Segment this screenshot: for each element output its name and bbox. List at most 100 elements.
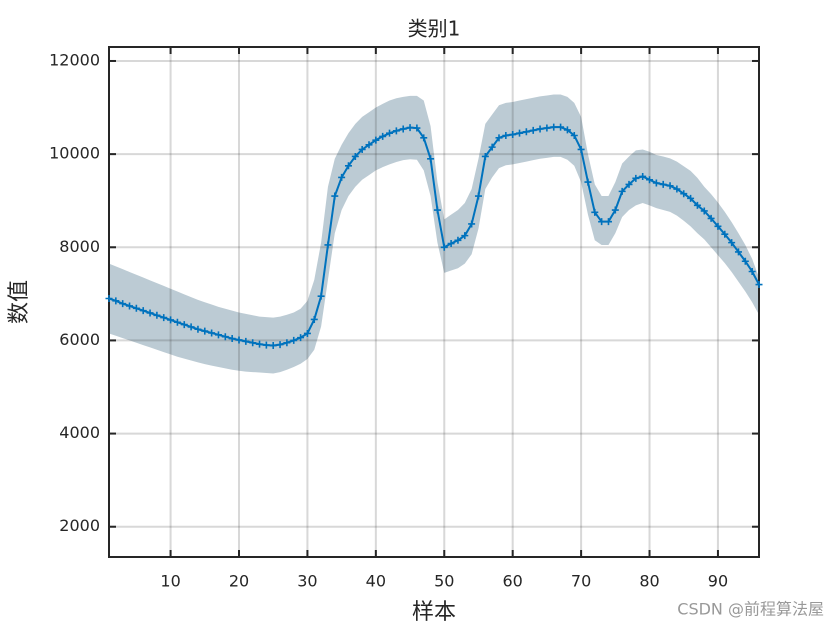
data-marker (221, 333, 229, 341)
data-marker (269, 342, 277, 350)
data-marker (741, 257, 749, 265)
data-marker (420, 134, 428, 142)
confidence-band (109, 94, 759, 374)
data-marker (454, 236, 462, 244)
data-marker (338, 173, 346, 181)
data-marker (413, 124, 421, 132)
y-axis-label: 数值 (7, 280, 32, 324)
x-tick-label: 70 (571, 572, 591, 591)
data-marker (105, 295, 113, 303)
data-marker (433, 206, 441, 214)
data-marker (502, 131, 510, 139)
data-marker (748, 267, 756, 275)
data-marker (262, 341, 270, 349)
data-marker (570, 131, 578, 139)
data-marker (139, 307, 147, 315)
data-marker (344, 162, 352, 170)
data-marker (680, 190, 688, 198)
data-marker (522, 128, 530, 136)
data-marker (194, 325, 202, 333)
data-marker (447, 240, 455, 248)
data-marker (180, 321, 188, 329)
data-marker (728, 239, 736, 247)
data-marker (474, 192, 482, 200)
data-marker (249, 339, 257, 347)
plot-frame (108, 46, 760, 558)
data-marker (652, 179, 660, 187)
data-marker (481, 152, 489, 160)
y-tick-label: 12000 (49, 50, 100, 69)
data-marker (392, 127, 400, 135)
data-marker (693, 201, 701, 209)
data-marker (461, 232, 469, 240)
y-tick-label: 2000 (59, 516, 100, 535)
data-marker (687, 194, 695, 202)
y-tick-label: 4000 (59, 423, 100, 442)
data-marker (509, 131, 517, 139)
data-marker (201, 327, 209, 335)
data-marker (235, 336, 243, 344)
data-marker (303, 329, 311, 337)
data-marker (604, 218, 612, 226)
x-tick-label: 50 (434, 572, 454, 591)
data-marker (283, 339, 291, 347)
data-marker (543, 124, 551, 132)
data-marker (673, 185, 681, 193)
data-marker (714, 222, 722, 230)
data-marker (167, 316, 175, 324)
data-marker (700, 207, 708, 215)
data-marker (659, 180, 667, 188)
data-marker (146, 309, 154, 317)
data-marker (351, 152, 359, 160)
data-marker (618, 187, 626, 195)
data-marker (365, 141, 373, 149)
data-marker (208, 329, 216, 337)
data-marker (187, 323, 195, 331)
data-marker (488, 143, 496, 151)
data-marker (153, 311, 161, 319)
data-marker (119, 300, 127, 308)
data-marker (577, 145, 585, 153)
x-tick-label: 10 (160, 572, 180, 591)
data-marker (625, 180, 633, 188)
data-marker (372, 136, 380, 144)
chart-title: 类别1 (408, 17, 461, 41)
data-marker (584, 178, 592, 186)
data-marker (529, 126, 537, 134)
x-tick-label: 40 (366, 572, 386, 591)
data-marker (399, 125, 407, 133)
data-marker (297, 334, 305, 342)
data-marker (707, 214, 715, 222)
y-tick-label: 10000 (49, 144, 100, 163)
data-marker (331, 192, 339, 200)
data-marker (755, 281, 763, 289)
data-marker (386, 129, 394, 137)
data-marker (242, 337, 250, 345)
data-marker (256, 340, 264, 348)
data-marker (646, 176, 654, 184)
x-tick-label: 90 (708, 572, 728, 591)
data-marker (516, 129, 524, 137)
data-marker (290, 336, 298, 344)
data-marker (276, 341, 284, 349)
data-marker (406, 124, 414, 132)
data-marker (440, 243, 448, 251)
data-marker (639, 172, 647, 180)
data-marker (126, 302, 134, 310)
data-marker (734, 248, 742, 256)
data-marker (598, 218, 606, 226)
y-tick-label: 8000 (59, 237, 100, 256)
data-marker (611, 206, 619, 214)
data-marker (536, 125, 544, 133)
y-tick-label: 6000 (59, 330, 100, 349)
data-marker (427, 155, 435, 163)
x-axis-label: 样本 (412, 600, 456, 625)
data-marker (358, 145, 366, 153)
data-marker (591, 208, 599, 216)
data-marker (317, 292, 325, 300)
data-marker (173, 318, 181, 326)
data-marker (228, 335, 236, 343)
data-marker (632, 174, 640, 182)
data-marker (666, 182, 674, 190)
